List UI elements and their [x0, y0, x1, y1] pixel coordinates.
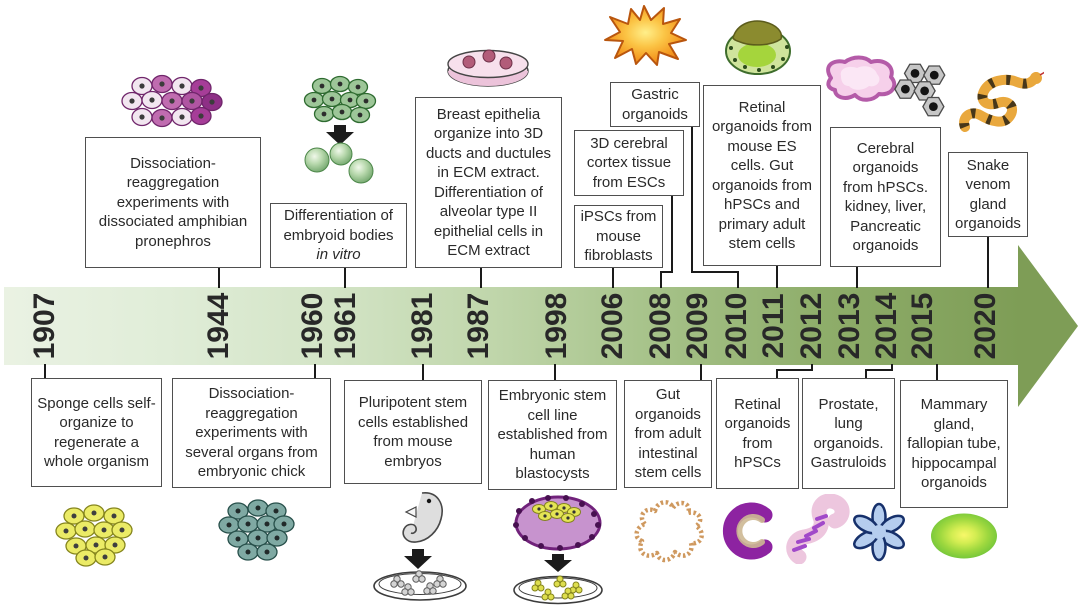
retinal-optic-cup-icon — [725, 20, 791, 75]
event-text: Prostate, lung organoids. Gastruloids — [810, 395, 887, 472]
mouse-embryo-to-dish-icon — [373, 492, 467, 601]
lung-organoid-icon — [853, 502, 905, 562]
retinal-cup-organoid-icon — [722, 502, 773, 560]
connector-1907 — [44, 364, 46, 379]
connector-2014-v2 — [865, 369, 867, 379]
year-label-1960: 1960 — [296, 292, 329, 360]
connector-2012-h — [776, 369, 813, 371]
chick-cells-icon — [218, 499, 295, 561]
snake-icon — [959, 71, 1044, 132]
timeline-band — [4, 287, 1020, 365]
event-box-1987-breast: Breast epithelia organize into 3D ducts … — [415, 97, 562, 268]
event-box-2012-retinal-hpsc: Retinal organoids from hPSCs — [716, 378, 799, 489]
connector-1944 — [218, 267, 220, 288]
gut-organoid-outline-icon — [634, 500, 704, 563]
event-text: 3D cerebral cortex tissue from ESCs — [586, 134, 672, 191]
event-text: Dissociation-reaggregation experiments w… — [185, 385, 318, 481]
year-label-1981: 1981 — [406, 292, 439, 360]
event-box-2014-prostate: Prostate, lung organoids. Gastruloids — [802, 378, 895, 489]
connector-2008-v1 — [671, 195, 673, 273]
event-box-1960-chick: Dissociation-reaggregation experiments w… — [172, 378, 331, 488]
connector-2010-v2 — [737, 271, 739, 288]
connector-1961 — [344, 267, 346, 288]
event-text: Gut organoids from adult intestinal stem… — [634, 386, 702, 482]
connector-2012-v2 — [776, 369, 778, 379]
year-label-1961: 1961 — [329, 292, 362, 360]
pink-organoid-icon — [826, 55, 897, 102]
event-text: Sponge cells self-organize to regenerate… — [37, 394, 156, 471]
connector-2010-v1 — [691, 126, 693, 273]
connector-1998 — [554, 364, 556, 381]
event-box-2008-cerebral-cortex: 3D cerebral cortex tissue from ESCs — [574, 130, 684, 196]
event-text: Snake venom gland organoids — [955, 156, 1021, 233]
event-box-2011-retinal-mouse: Retinal organoids from mouse ES cells. G… — [703, 85, 821, 266]
year-label-2008: 2008 — [644, 292, 677, 360]
event-box-1998-embryonic: Embryonic stem cell line established fro… — [488, 380, 617, 490]
event-text: Dissociation-reaggregation experiments w… — [98, 154, 248, 250]
connector-2012-v1 — [811, 364, 813, 371]
connector-1981 — [422, 364, 424, 381]
connector-1987 — [480, 267, 482, 288]
event-text: Differentiation of embryoid bodies in vi… — [283, 207, 394, 264]
connector-2013 — [856, 266, 858, 288]
event-box-2010-gastric: Gastric organoids — [610, 82, 700, 127]
gastric-organoid-icon — [604, 5, 687, 66]
event-box-1961-embryoid: Differentiation of embryoid bodies in vi… — [270, 203, 407, 268]
event-text: Mammary gland, fallopian tube, hippocamp… — [907, 396, 1001, 492]
connector-2015 — [936, 364, 938, 381]
year-label-1944: 1944 — [202, 292, 235, 360]
year-label-1998: 1998 — [540, 292, 573, 360]
hippocampal-organoid-icon — [931, 513, 997, 559]
event-box-2013-cerebral-hpsc: Cerebral organoids from hPSCs. kidney, l… — [830, 127, 941, 267]
event-text: iPSCs from mouse fibroblasts — [580, 208, 657, 265]
year-label-2014: 2014 — [870, 292, 903, 360]
event-text: Embryonic stem cell line established fro… — [497, 387, 608, 483]
year-label-1907: 1907 — [28, 292, 61, 360]
event-text: Retinal organoids from mouse ES cells. G… — [711, 98, 813, 253]
year-label-2020: 2020 — [969, 292, 1002, 360]
year-label-2015: 2015 — [906, 292, 939, 360]
blastocyst-to-dish-icon — [513, 495, 603, 605]
breast-epithelia-dish-icon — [447, 49, 529, 87]
event-text: Retinal organoids from hPSCs — [724, 395, 791, 472]
connector-2014-h — [865, 369, 893, 371]
event-text: Gastric organoids — [622, 86, 688, 123]
year-label-2011: 2011 — [757, 293, 790, 359]
hexagonal-cells-icon — [894, 63, 946, 117]
connector-1960 — [314, 364, 316, 379]
connector-2011 — [776, 265, 778, 288]
year-label-2010: 2010 — [720, 292, 753, 360]
event-box-2015-mammary: Mammary gland, fallopian tube, hippocamp… — [900, 380, 1008, 508]
event-text: Cerebral organoids from hPSCs. kidney, l… — [842, 139, 929, 255]
connector-2006 — [612, 267, 614, 288]
connector-2009 — [700, 364, 702, 381]
connector-2020 — [987, 236, 989, 288]
year-label-1987: 1987 — [462, 292, 495, 360]
connector-2014-v1 — [891, 364, 893, 371]
year-label-2012: 2012 — [795, 292, 828, 360]
event-box-2020-snake-venom: Snake venom gland organoids — [948, 152, 1028, 237]
event-box-2006-ipscs: iPSCs from mouse fibroblasts — [574, 205, 663, 268]
year-label-2009: 2009 — [681, 292, 714, 360]
sponge-cells-icon — [55, 504, 133, 567]
year-label-2013: 2013 — [833, 292, 866, 360]
amphibian-pronephros-cells-icon — [121, 74, 223, 128]
connector-2010-h — [691, 271, 739, 273]
embryoid-bodies-differentiation-icon — [303, 75, 377, 184]
event-text: Pluripotent stem cells established from … — [357, 394, 469, 470]
year-label-2006: 2006 — [596, 292, 629, 360]
event-box-2009-gut: Gut organoids from adult intestinal stem… — [624, 380, 712, 488]
timeline-arrowhead — [1018, 245, 1078, 407]
event-box-1907-sponge: Sponge cells self-organize to regenerate… — [31, 378, 162, 487]
prostate-organoid-icon — [786, 494, 850, 564]
event-text: Breast epithelia organize into 3D ducts … — [425, 105, 552, 260]
event-box-1944-amphibian: Dissociation-reaggregation experiments w… — [85, 137, 261, 268]
event-box-1981-pluripotent: Pluripotent stem cells established from … — [344, 380, 482, 484]
connector-2008-v2 — [660, 271, 662, 288]
connector-2008-h — [660, 271, 673, 273]
